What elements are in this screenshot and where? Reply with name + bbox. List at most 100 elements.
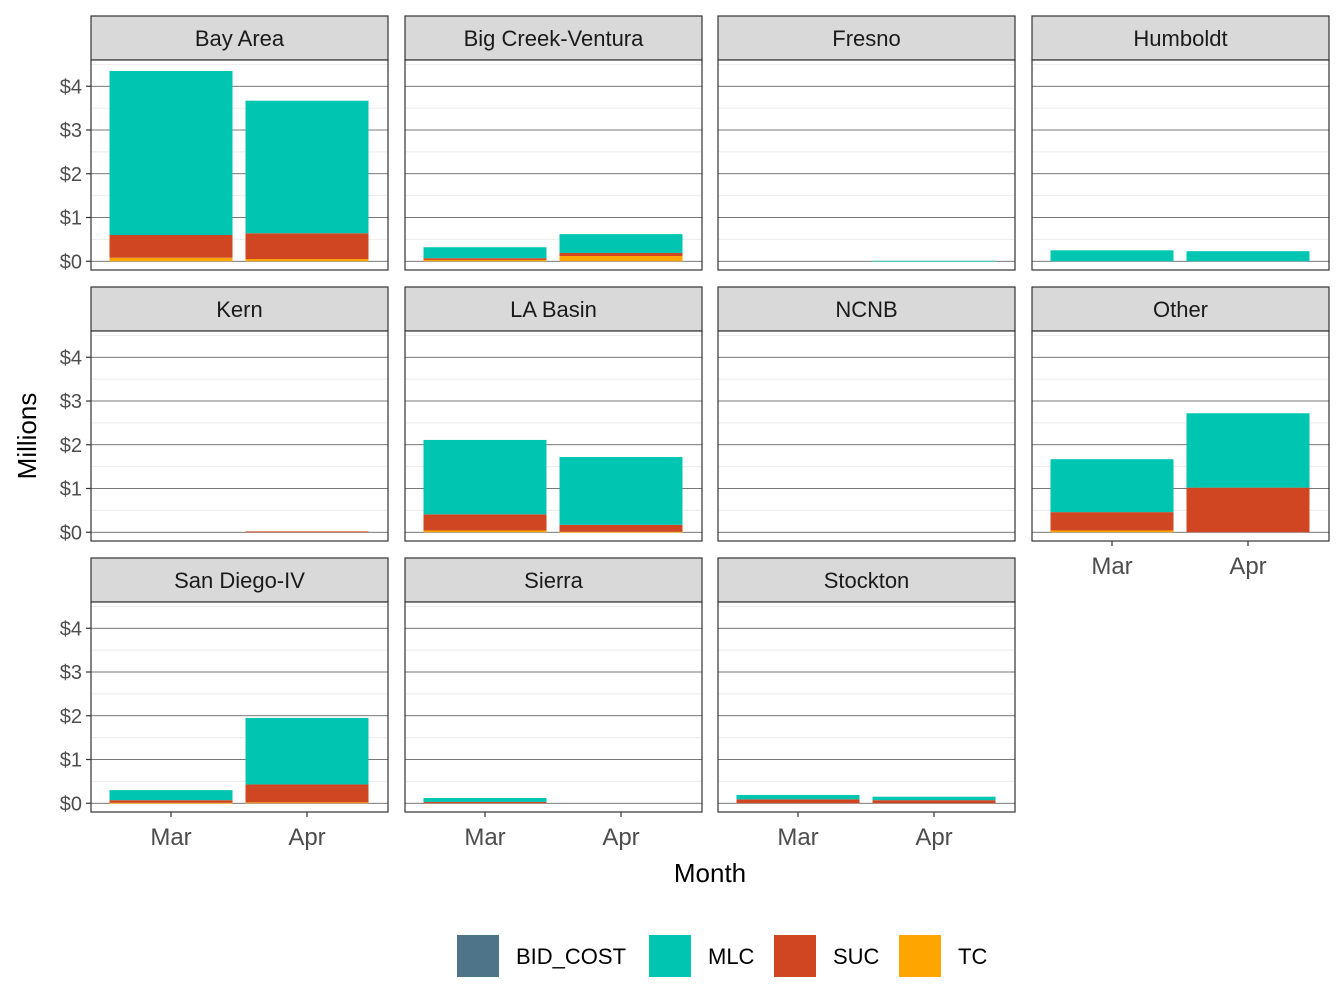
panel-border (90, 330, 389, 542)
panel-background (718, 60, 1015, 270)
panel-background (91, 331, 388, 541)
panel-fresno: Fresno (717, 15, 1016, 271)
facet-strip (404, 557, 703, 603)
bar-la-basin-apr-tc (559, 531, 683, 533)
facet-strip-label: Bay Area (195, 26, 285, 51)
bar-big-creek-ventura-mar-tc (423, 259, 547, 262)
bar-other-mar-suc (1050, 512, 1174, 531)
y-tick-label: $4 (60, 347, 82, 369)
panel-la-basin: LA Basin (404, 286, 703, 542)
bar-humboldt-mar-mlc (1050, 250, 1174, 262)
panel-stockton: Stockton Mar Apr (717, 557, 1016, 851)
panel-border (90, 59, 389, 271)
bar-san-diego-iv-apr-tc (245, 802, 369, 804)
bar-san-diego-iv-apr-mlc (245, 717, 369, 785)
legend-item-suc: SUC (774, 935, 880, 977)
y-tick-label: $3 (60, 662, 82, 684)
facet-strip-label: LA Basin (510, 297, 597, 322)
facet-strip-label: Fresno (832, 26, 900, 51)
facet-panels: Bay Area $0 $1 $2 $3 $4 Big Creek-Ventura Fresn… (60, 15, 1330, 851)
bar-sierra-mar-suc (423, 801, 547, 804)
y-tick-label: $3 (60, 120, 82, 142)
panel-kern: Kern $0 $1 $2 $3 $4 (60, 286, 389, 544)
y-tick-label: $1 (60, 208, 82, 230)
x-tick-label: Mar (777, 824, 818, 851)
bar-big-creek-ventura-apr-tc (559, 256, 683, 262)
panel-border (90, 601, 389, 813)
panel-san-diego-iv: San Diego-IV $0 $1 $2 $3 $4 Mar Apr (60, 557, 389, 851)
facet-strip-label: Humboldt (1133, 26, 1227, 51)
facet-strip (90, 15, 389, 61)
panel-border (404, 330, 703, 542)
facet-strip (717, 286, 1016, 332)
bar-other-mar-mlc (1050, 459, 1174, 513)
facet-strip (90, 286, 389, 332)
bar-bay-area-apr-suc (245, 233, 369, 260)
bar-stockton-mar-suc (736, 799, 860, 804)
y-tick-label: $2 (60, 164, 82, 186)
y-tick-label: $0 (60, 793, 82, 815)
bar-bay-area-mar-mlc (109, 70, 233, 235)
panel-background (1032, 60, 1329, 270)
bar-bay-area-mar-tc (109, 257, 233, 262)
bar-other-apr-mlc (1186, 413, 1310, 488)
facet-strip-label: Sierra (524, 568, 583, 593)
y-tick-label: $0 (60, 251, 82, 273)
legend-item-mlc: MLC (649, 935, 755, 977)
panel-other: Other Mar Apr (1031, 286, 1330, 580)
panel-border (1031, 330, 1330, 542)
x-tick-label: Mar (1091, 553, 1132, 580)
bar-stockton-apr-suc (872, 800, 996, 804)
panel-border (717, 59, 1016, 271)
legend-item-tc: TC (899, 935, 987, 977)
legend-swatch (649, 935, 691, 977)
bar-other-mar-tc (1050, 530, 1174, 533)
bar-san-diego-iv-mar-mlc (109, 790, 233, 801)
bar-big-creek-ventura-apr-mlc (559, 234, 683, 253)
x-axis-label: Month (674, 858, 746, 888)
legend-label: BID_COST (516, 944, 626, 969)
facet-strip-label: Kern (216, 297, 262, 322)
bar-big-creek-ventura-mar-suc (423, 258, 547, 260)
facet-strip-label: Big Creek-Ventura (464, 26, 645, 51)
bar-other-apr-suc (1186, 487, 1310, 533)
x-tick-label: Apr (915, 824, 952, 851)
facet-strip (717, 15, 1016, 61)
facet-strip (404, 286, 703, 332)
panel-border (404, 601, 703, 813)
bar-la-basin-apr-suc (559, 524, 683, 532)
bar-san-diego-iv-apr-suc (245, 784, 369, 803)
y-tick-label: $1 (60, 750, 82, 772)
bar-big-creek-ventura-mar-mlc (423, 247, 547, 259)
bar-bay-area-apr-mlc (245, 100, 369, 234)
bar-big-creek-ventura-apr-suc (559, 252, 683, 256)
facet-strip-label: NCNB (835, 297, 897, 322)
bar-la-basin-mar-suc (423, 514, 547, 531)
panel-background (405, 602, 702, 812)
y-tick-label: $1 (60, 479, 82, 501)
x-tick-label: Apr (602, 824, 639, 851)
bar-la-basin-apr-mlc (559, 457, 683, 525)
y-axis-label: Millions (12, 393, 42, 480)
facet-strip-label: San Diego-IV (174, 568, 305, 593)
bar-humboldt-apr-mlc (1186, 251, 1310, 262)
facet-strip (1031, 15, 1330, 61)
bar-bay-area-apr-tc (245, 259, 369, 262)
legend-swatch (457, 935, 499, 977)
y-tick-label: $2 (60, 706, 82, 728)
bar-kern-apr-suc (245, 531, 369, 533)
y-tick-label: $2 (60, 435, 82, 457)
y-tick-label: $4 (60, 76, 82, 98)
bar-stockton-apr-mlc (872, 796, 996, 801)
legend-swatch (774, 935, 816, 977)
bar-bay-area-mar-suc (109, 235, 233, 258)
bar-la-basin-mar-mlc (423, 439, 547, 515)
legend-item-bid-cost: BID_COST (457, 935, 626, 977)
legend-label: MLC (708, 944, 755, 969)
panel-border (1031, 59, 1330, 271)
bar-sierra-mar-mlc (423, 798, 547, 802)
x-tick-label: Apr (1229, 553, 1266, 580)
panel-border (404, 59, 703, 271)
panel-big-creek-ventura: Big Creek-Ventura (404, 15, 703, 271)
